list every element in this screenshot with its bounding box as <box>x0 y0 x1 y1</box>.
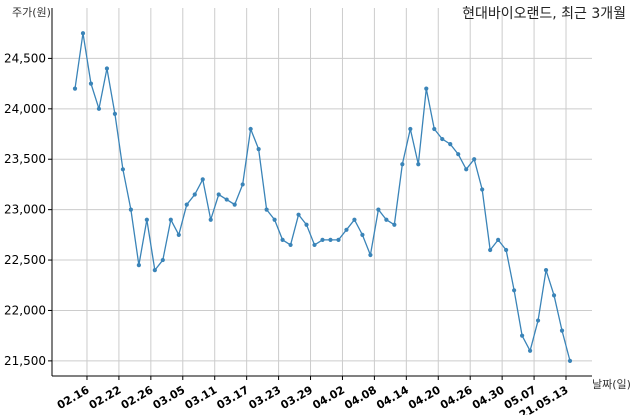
data-point <box>535 318 541 323</box>
x-tick-label: 03.05 <box>151 383 188 412</box>
data-point <box>104 66 110 71</box>
y-tick-label: 21,500 <box>4 354 46 368</box>
data-point <box>440 136 445 142</box>
x-tick-label: 03.23 <box>246 383 283 412</box>
data-point <box>376 207 381 212</box>
data-point <box>336 237 341 242</box>
data-point <box>304 222 309 227</box>
x-tick-label: 04.14 <box>374 383 411 412</box>
y-tick-label: 23,000 <box>4 203 46 217</box>
x-tick-label: 03.11 <box>183 383 220 412</box>
x-tick-label: 02.22 <box>87 383 124 412</box>
data-point <box>112 111 118 116</box>
data-point <box>192 192 197 197</box>
data-point <box>248 126 253 132</box>
chart-title: 현대바이오랜드, 최근 3개월 <box>462 6 626 22</box>
data-point <box>551 293 557 298</box>
data-point <box>368 252 373 258</box>
data-point <box>488 247 493 253</box>
data-point <box>424 86 429 91</box>
data-point <box>496 237 501 242</box>
data-point <box>472 157 477 162</box>
data-point <box>320 237 325 242</box>
x-tick-label: 04.26 <box>438 383 475 412</box>
data-point <box>160 257 165 263</box>
series-points <box>72 31 573 363</box>
data-point <box>272 217 277 222</box>
data-point <box>232 202 237 207</box>
data-point <box>559 328 565 333</box>
x-tick-label: 04.30 <box>470 383 507 412</box>
data-point <box>392 222 397 227</box>
series-line <box>74 33 571 362</box>
data-point <box>136 262 141 268</box>
data-point <box>416 162 421 167</box>
data-point <box>288 242 293 248</box>
data-point <box>519 333 525 338</box>
data-point <box>360 232 365 237</box>
y-tick-label: 22,500 <box>4 253 46 267</box>
data-point <box>152 268 157 273</box>
x-tick-label: 03.17 <box>215 383 252 412</box>
data-point <box>408 126 413 132</box>
data-point <box>480 187 485 192</box>
axes <box>48 8 592 380</box>
y-tick-label: 22,000 <box>4 303 46 317</box>
x-axis-label: 날짜(일) <box>592 378 631 391</box>
data-point <box>456 152 461 157</box>
y-axis-label: 주가(원) <box>12 6 51 19</box>
data-point <box>168 217 173 222</box>
data-point <box>464 167 469 172</box>
x-tick-label: 04.20 <box>406 383 443 412</box>
data-point <box>512 288 517 293</box>
y-tick-labels: 21,500 22,000 22,500 23,000 23,500 24,000 24,5… <box>4 51 46 367</box>
data-point <box>96 106 102 111</box>
x-tick-label: 03.29 <box>278 383 315 412</box>
x-tick-label: 04.08 <box>342 383 379 412</box>
y-tick-label: 24,000 <box>4 102 46 116</box>
y-tick-label: 24,500 <box>4 51 46 65</box>
data-point <box>128 207 133 212</box>
data-point <box>567 358 573 363</box>
series-line-group <box>74 33 571 362</box>
data-point <box>344 227 349 232</box>
y-tick-label: 23,500 <box>4 152 46 166</box>
data-point <box>200 177 205 182</box>
data-point <box>224 197 229 202</box>
data-point <box>80 31 86 36</box>
data-point <box>504 247 509 253</box>
data-point <box>296 212 301 217</box>
data-point <box>400 162 405 167</box>
x-tick-labels: 02.1602.2202.2603.0503.1103.1703.2303.29… <box>55 383 571 415</box>
data-point <box>240 182 245 187</box>
data-point <box>264 207 269 212</box>
data-point <box>184 202 189 207</box>
data-point <box>432 126 437 132</box>
data-point <box>527 348 533 353</box>
data-point <box>328 237 333 242</box>
data-point <box>216 192 221 197</box>
data-point <box>72 86 78 91</box>
data-point <box>176 232 181 237</box>
data-point <box>208 217 213 222</box>
data-point <box>256 147 261 152</box>
data-point <box>543 268 549 273</box>
data-point <box>448 142 453 147</box>
data-point <box>384 217 389 222</box>
x-tick-label: 02.26 <box>119 383 156 412</box>
data-point <box>144 217 149 222</box>
x-tick-label: 04.02 <box>310 383 347 412</box>
data-point <box>88 81 94 86</box>
data-point <box>352 217 357 222</box>
data-point <box>312 242 317 248</box>
data-point <box>280 237 285 242</box>
data-point <box>120 167 126 172</box>
x-tick-label: 02.16 <box>55 383 92 412</box>
grid <box>52 8 592 376</box>
